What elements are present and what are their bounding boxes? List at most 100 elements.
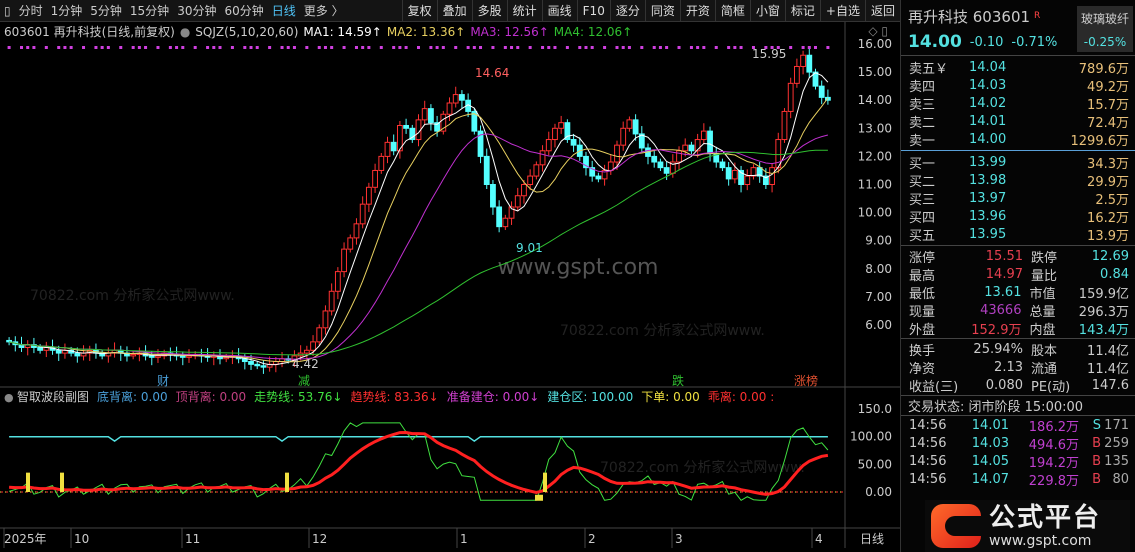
candle[interactable] [459, 94, 465, 101]
toolbar-button[interactable]: 叠加 [436, 0, 472, 21]
candle[interactable] [583, 155, 589, 169]
candle[interactable] [477, 130, 484, 157]
candle[interactable] [74, 352, 81, 357]
toolbar-button[interactable]: 简框 [714, 0, 750, 21]
sector-badge[interactable]: 玻璃玻纤 -0.25% [1077, 6, 1133, 52]
candle[interactable] [762, 175, 769, 186]
toolbar-button[interactable]: F10 [576, 0, 610, 21]
panel-toggle-icon[interactable]: ▯ [4, 3, 11, 18]
settings-diamond-icon[interactable]: ◇ ▯ [868, 24, 888, 38]
candle[interactable] [37, 346, 44, 351]
candle[interactable] [223, 356, 230, 360]
candle[interactable] [365, 186, 372, 205]
candle[interactable] [130, 354, 137, 357]
candle[interactable] [483, 155, 490, 185]
candle[interactable] [428, 108, 434, 124]
period-label[interactable]: 日线 [860, 532, 884, 546]
candle[interactable] [793, 65, 800, 84]
toolbar-button[interactable]: 同资 [644, 0, 680, 21]
candle[interactable] [446, 102, 453, 115]
candle[interactable] [533, 164, 540, 177]
candle[interactable] [694, 139, 701, 152]
candle[interactable] [688, 144, 695, 152]
candle[interactable] [632, 119, 639, 135]
candle[interactable] [800, 54, 806, 67]
toolbar-button[interactable]: +自选 [819, 0, 865, 21]
candle[interactable] [496, 206, 503, 228]
candle[interactable] [626, 119, 633, 129]
candle[interactable] [186, 355, 192, 358]
candle[interactable] [725, 167, 732, 180]
candle[interactable] [471, 110, 478, 132]
candle[interactable] [818, 85, 825, 98]
candle[interactable] [744, 175, 751, 186]
indicator-name[interactable]: SQJZ(5,10,20,60) [195, 24, 299, 39]
event-marker[interactable]: 跌 [672, 373, 684, 388]
candle[interactable] [812, 71, 819, 87]
toolbar-button[interactable]: 返回 [864, 0, 900, 21]
event-marker[interactable]: 涨榜 [794, 373, 818, 388]
candle[interactable] [570, 139, 577, 146]
period-tab[interactable]: 5分钟 [90, 4, 122, 18]
candle[interactable] [55, 349, 62, 354]
candle[interactable] [372, 169, 378, 188]
candle[interactable] [787, 82, 794, 112]
candle[interactable] [378, 155, 385, 171]
period-tab[interactable]: 1分钟 [50, 4, 83, 18]
candle[interactable] [310, 341, 316, 351]
candle[interactable] [663, 167, 670, 174]
candle[interactable] [620, 127, 627, 146]
toolbar-button[interactable]: 多股 [471, 0, 507, 21]
candle[interactable] [6, 339, 13, 343]
candle[interactable] [719, 161, 726, 169]
candle[interactable] [179, 355, 186, 358]
kline-chart[interactable]: 70822.com 分析家公式网www. 70822.com 分析家公式网www.… [0, 0, 900, 552]
candle[interactable] [558, 122, 565, 129]
candle[interactable] [601, 169, 608, 180]
candle[interactable] [756, 167, 763, 177]
period-tab[interactable]: 日线 [271, 4, 296, 18]
candle[interactable] [155, 355, 161, 358]
period-tab[interactable]: 15分钟 [129, 4, 170, 18]
toolbar-button[interactable]: 复权 [401, 0, 437, 21]
candle[interactable] [539, 150, 546, 166]
candle[interactable] [514, 195, 521, 208]
candle[interactable] [638, 133, 645, 149]
candle[interactable] [440, 113, 447, 132]
candle[interactable] [589, 167, 596, 177]
candle[interactable] [248, 361, 254, 365]
candle[interactable] [595, 175, 602, 180]
candle[interactable] [700, 130, 707, 141]
candle[interactable] [434, 122, 441, 132]
candle[interactable] [707, 130, 713, 155]
candle[interactable] [316, 327, 323, 343]
candle[interactable] [99, 352, 106, 357]
candle[interactable] [738, 169, 744, 185]
candle[interactable] [328, 290, 335, 312]
toolbar-button[interactable]: 标记 [784, 0, 820, 21]
candle[interactable] [148, 355, 155, 358]
candle[interactable] [545, 139, 552, 152]
candle[interactable] [353, 223, 360, 239]
toolbar-button[interactable]: 小窗 [749, 0, 785, 21]
candle[interactable] [409, 127, 416, 141]
candle[interactable] [651, 155, 658, 163]
candle[interactable] [508, 206, 515, 219]
candle[interactable] [359, 203, 366, 225]
toolbar-button[interactable]: 画线 [541, 0, 577, 21]
candle[interactable] [384, 141, 391, 157]
candle[interactable] [806, 54, 813, 73]
candle[interactable] [347, 237, 354, 250]
candle[interactable] [750, 167, 757, 177]
candle[interactable] [334, 271, 341, 292]
candle[interactable] [421, 108, 428, 121]
candle[interactable] [254, 363, 261, 367]
candle[interactable] [769, 167, 775, 185]
candle[interactable] [781, 110, 788, 141]
candle[interactable] [682, 144, 689, 152]
candle[interactable] [527, 175, 534, 186]
candle[interactable] [552, 127, 558, 141]
candle[interactable] [396, 124, 403, 152]
period-tab[interactable]: 60分钟 [224, 4, 264, 18]
candle[interactable] [614, 144, 620, 163]
